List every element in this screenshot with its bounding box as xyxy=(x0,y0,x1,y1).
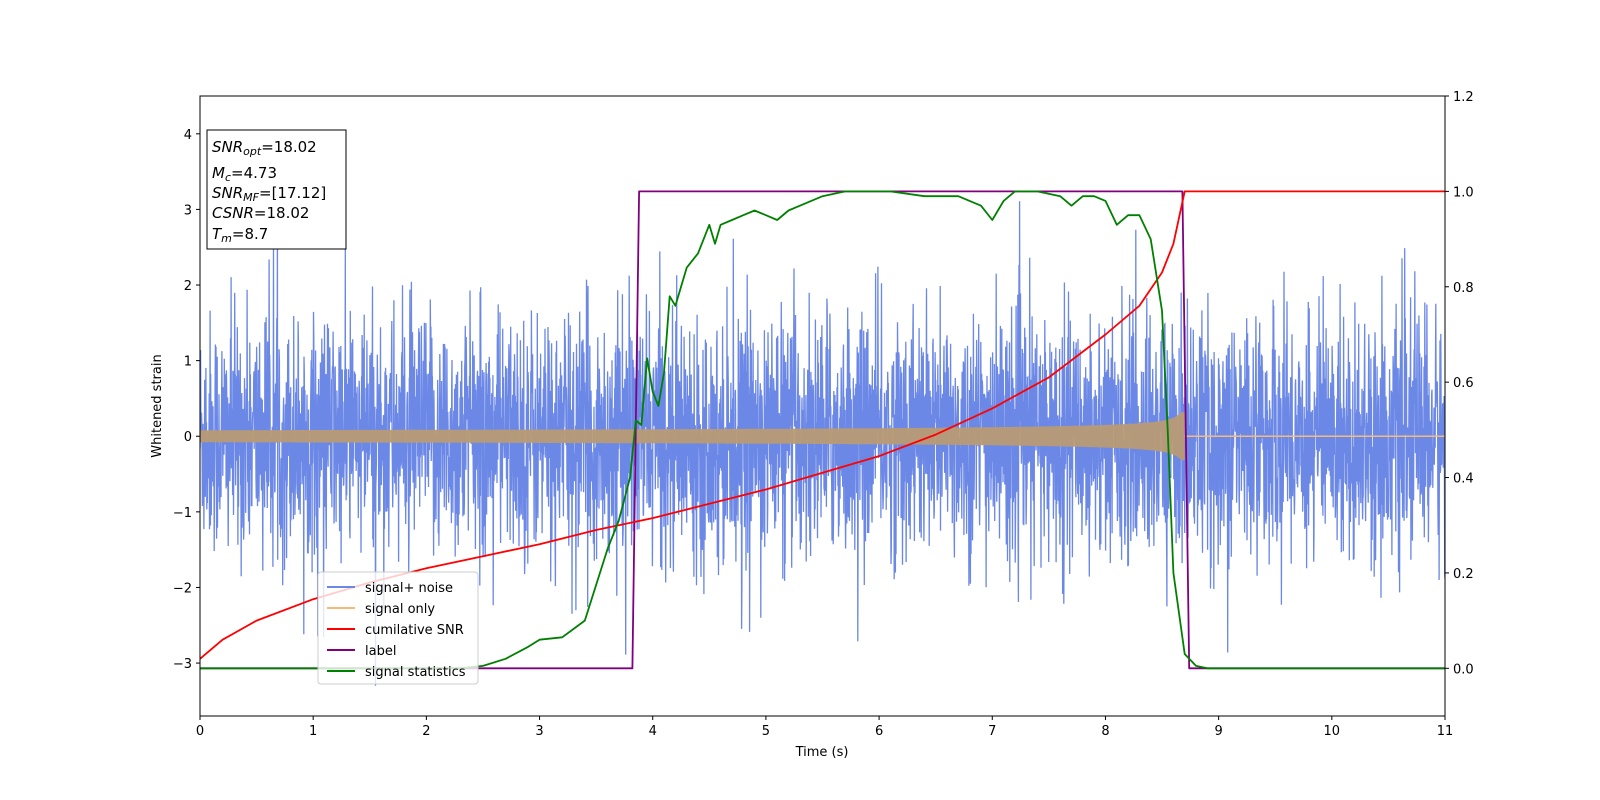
x-tick-label: 8 xyxy=(1101,724,1109,739)
legend-frame xyxy=(317,571,479,685)
legend-label: signal only xyxy=(365,602,435,617)
legend-label: signal statistics xyxy=(365,665,466,680)
y-tick-label: −3 xyxy=(173,657,192,672)
y2-axis: 0.0 0.2 0.4 0.6 0.8 1.0 1.2 xyxy=(1445,90,1474,677)
y2-tick-label: 0.2 xyxy=(1453,567,1474,582)
signal-only-series xyxy=(200,412,1445,461)
legend-label: cumilative SNR xyxy=(365,623,464,638)
y2-tick-label: 0.8 xyxy=(1453,281,1474,296)
y-tick-label: −1 xyxy=(173,506,192,521)
info-csnr: CSNR=18.02 xyxy=(212,204,309,222)
info-box-frame xyxy=(206,129,347,250)
x-tick-label: 11 xyxy=(1437,724,1454,739)
signal-only-envelope xyxy=(200,412,1185,461)
x-tick-label: 1 xyxy=(309,724,317,739)
info-mc: Mc=4.73 xyxy=(212,164,277,184)
y-tick-label: 1 xyxy=(184,355,192,370)
y-tick-label: 0 xyxy=(184,430,192,445)
y2-tick-label: 0.4 xyxy=(1453,472,1474,487)
x-tick-label: 2 xyxy=(422,724,430,739)
info-tm: Tm=8.7 xyxy=(212,225,268,245)
y-axis: −3 −2 −1 0 1 2 3 4 xyxy=(173,128,200,672)
x-tick-label: 6 xyxy=(875,724,883,739)
legend: signal+ noise signal only cumilative SNR la… xyxy=(317,571,479,685)
info-snr-opt: SNRopt=18.02 xyxy=(212,138,317,158)
y2-tick-label: 0.0 xyxy=(1453,662,1474,677)
y-tick-label: 3 xyxy=(184,203,192,218)
signal-noise-line xyxy=(200,201,1445,686)
x-axis-label: Time (s) xyxy=(795,745,849,760)
x-tick-label: 10 xyxy=(1324,724,1341,739)
plot-area xyxy=(200,190,1445,686)
y2-tick-label: 0.6 xyxy=(1453,376,1474,391)
x-tick-label: 3 xyxy=(535,724,543,739)
legend-label: label xyxy=(365,644,396,659)
legend-label: signal+ noise xyxy=(365,581,453,596)
x-tick-label: 7 xyxy=(988,724,996,739)
signal-noise-series xyxy=(200,201,1445,686)
y-axis-label: Whitened strain xyxy=(150,354,165,457)
y-tick-label: 4 xyxy=(184,128,192,143)
y-tick-label: −2 xyxy=(173,581,192,596)
y2-tick-label: 1.2 xyxy=(1453,90,1474,105)
signal-statistics-line xyxy=(200,190,1445,670)
y2-tick-label: 1.0 xyxy=(1453,185,1474,200)
info-box: SNRopt=18.02 Mc=4.73 SNRMF=[17.12] CSNR=… xyxy=(206,129,347,250)
x-tick-label: 4 xyxy=(649,724,657,739)
x-tick-label: 9 xyxy=(1214,724,1222,739)
x-axis: 0 1 2 3 4 5 6 7 8 9 10 11 xyxy=(196,716,1453,739)
y-tick-label: 2 xyxy=(184,279,192,294)
plot-frame xyxy=(199,95,1446,717)
info-snr-mf: SNRMF=[17.12] xyxy=(212,184,326,204)
x-tick-label: 0 xyxy=(196,724,204,739)
x-tick-label: 5 xyxy=(762,724,770,739)
